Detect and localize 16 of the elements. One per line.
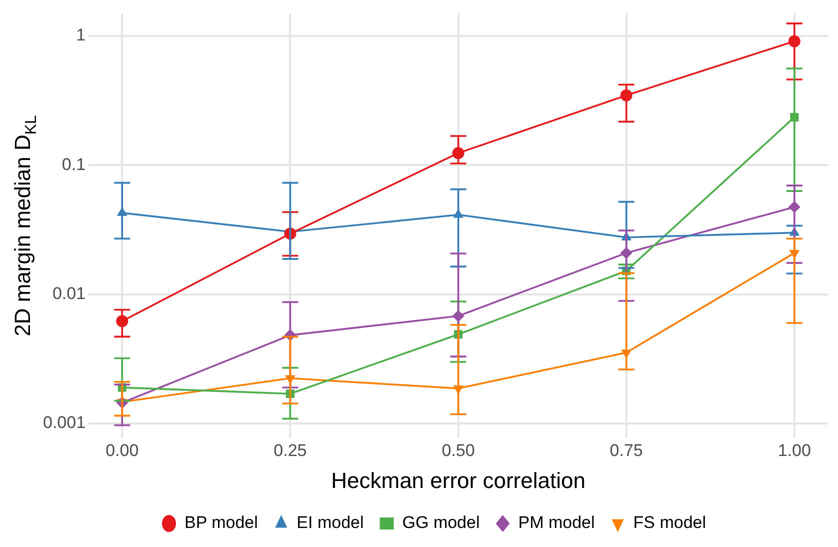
legend-label: GG model [402, 513, 480, 532]
x-axis-title: Heckman error correlation [331, 468, 586, 493]
legend-label: EI model [296, 513, 364, 532]
x-tick-label: 0.00 [106, 441, 139, 460]
x-tick-label: 0.75 [610, 441, 643, 460]
y-tick-label: 0.1 [62, 154, 86, 174]
x-tick-label: 0.50 [442, 441, 475, 460]
legend-label: FS model [633, 513, 706, 532]
y-axis-title: 2D margin median DKL [10, 114, 40, 336]
x-tick-label: 1.00 [778, 441, 811, 460]
x-tick-label: 0.25 [274, 441, 307, 460]
y-tick-label: 0.01 [52, 284, 86, 304]
legend-label: PM model [518, 513, 595, 532]
y-tick-label: 1 [76, 26, 86, 45]
y-tick-label: 0.001 [42, 413, 86, 432]
legend-label: BP model [184, 513, 258, 532]
